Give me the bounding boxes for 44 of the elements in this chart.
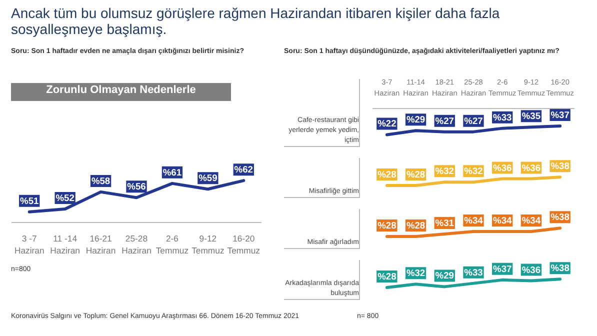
data-label: %36 <box>522 162 541 173</box>
data-label: %51 <box>20 196 39 206</box>
data-label: %52 <box>56 193 74 203</box>
data-label: %22 <box>378 118 396 129</box>
data-label: %37 <box>493 264 512 274</box>
data-label: %29 <box>435 270 454 281</box>
data-label: %28 <box>406 170 426 180</box>
data-label: %33 <box>464 267 483 278</box>
x-tick-label: 16-20 Temmuz <box>227 234 260 256</box>
data-label: %32 <box>406 268 426 278</box>
data-label: %33 <box>493 112 512 122</box>
data-label: %28 <box>406 220 426 231</box>
x-tick-label: 9-12 Temmuz <box>192 234 224 256</box>
data-label: %36 <box>522 264 541 275</box>
data-label: %31 <box>435 218 454 228</box>
data-label: %56 <box>127 182 146 192</box>
x-tick-label: 11 -14 Haziran <box>50 234 80 256</box>
data-label: %38 <box>550 263 570 274</box>
data-label: %34 <box>522 215 542 226</box>
data-label: %34 <box>493 215 513 226</box>
data-label: %32 <box>464 166 483 176</box>
data-label: %32 <box>435 166 454 176</box>
data-label: %59 <box>198 173 218 184</box>
data-label: %34 <box>464 215 484 226</box>
data-label: %58 <box>91 176 110 186</box>
data-label: %62 <box>234 164 253 175</box>
data-label: %37 <box>550 110 570 120</box>
data-label: %36 <box>493 162 512 173</box>
data-label: %28 <box>378 272 396 282</box>
x-tick-label: 16-21 Haziran <box>86 234 116 256</box>
x-tick-label: 2-6 Temmuz <box>156 234 189 256</box>
data-label: %28 <box>378 170 396 180</box>
x-tick-label: 3 -7 Haziran <box>14 234 44 256</box>
data-label: %27 <box>464 116 483 126</box>
data-label: %35 <box>522 111 541 122</box>
x-tick-label: 25-28 Haziran <box>122 234 152 256</box>
chart-title: Zorunlu Olmayan Nedenlerle <box>46 83 196 98</box>
data-label: %61 <box>162 167 182 178</box>
data-label: %27 <box>435 116 454 126</box>
data-label: %28 <box>378 220 396 231</box>
data-label: %38 <box>550 212 570 222</box>
data-label: %38 <box>550 161 570 172</box>
data-label: %29 <box>406 114 426 125</box>
text: Ancak tüm bu olumsuz görüşlere rağmen Hazirandan itibaren kişiler daha fazla sosyalleşmeye başlamış. <box>11 5 501 38</box>
